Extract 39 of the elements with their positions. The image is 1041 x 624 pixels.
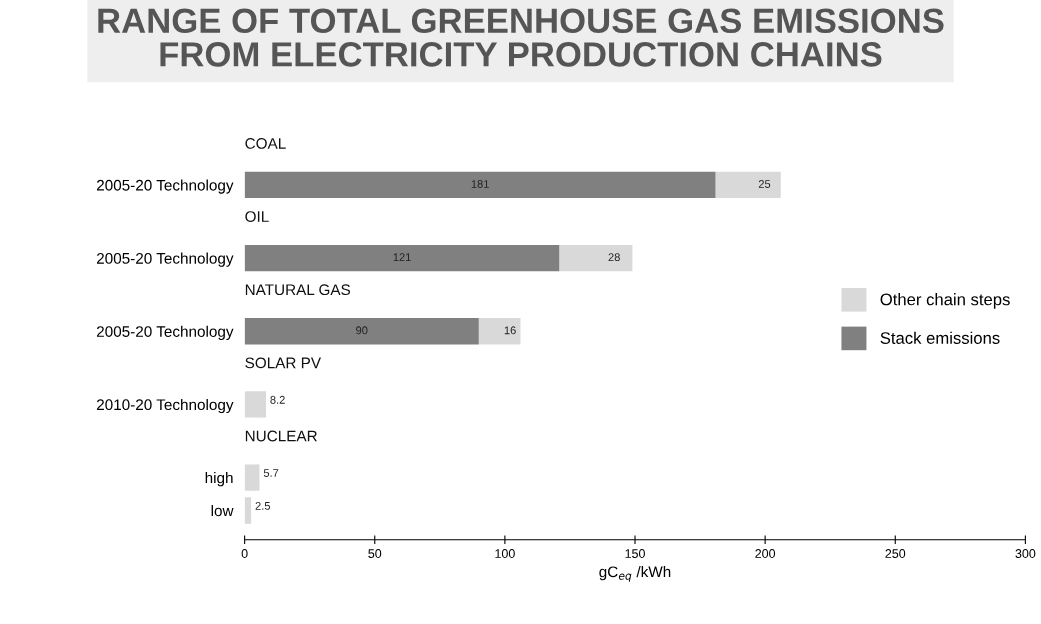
bar (559, 244, 633, 272)
y-tick-label: 2005-20 Technology (96, 179, 234, 194)
data-label: 25 (758, 180, 771, 188)
data-label: 28 (608, 253, 620, 262)
y-tick-label: 2010-20 Technology (96, 398, 234, 414)
y-tick-label: 2005-20 Technology (96, 325, 234, 340)
x-tick-label: 150 (625, 549, 645, 558)
data-label: 181 (471, 180, 489, 188)
x-tick-label: 200 (755, 549, 776, 558)
bar (244, 171, 716, 199)
legend-label: Other chain steps (880, 293, 1010, 309)
text: COAL (245, 137, 286, 149)
annotation: NUCLEAR (245, 430, 317, 442)
bar (478, 318, 521, 345)
annotation: NATURAL GAS (245, 284, 351, 296)
annotation: SOLAR PV (245, 357, 321, 369)
data-label: 121 (393, 253, 411, 261)
data-label: 2.5 (255, 501, 271, 510)
y-tick-label: high (205, 472, 233, 487)
chart-title: RANGE OF TOTAL GREENHOUSE GAS EMISSIONS FROM ELECTRICITY PRODUCTION CHAINS (98, 8, 944, 67)
bar (244, 464, 260, 491)
x-tick-label: 100 (495, 549, 515, 558)
x-tick-label: 250 (885, 549, 906, 558)
legend-label: Stack emissions (880, 331, 1000, 344)
data-label: 5.7 (263, 469, 279, 477)
bar (715, 171, 781, 199)
x-tick-label: 300 (1015, 549, 1036, 558)
x-axis-title: gC$_{eq}$ /kWh (599, 566, 671, 582)
data-label: 8.2 (270, 395, 285, 404)
bar (244, 391, 266, 418)
bar (244, 244, 560, 272)
annotation: OIL (245, 211, 269, 222)
y-tick-label: low (211, 504, 234, 517)
x-tick-label: 50 (368, 549, 382, 558)
x-tick-label: 0 (241, 549, 248, 558)
data-label: 90 (356, 326, 368, 335)
y-tick-label: 2005-20 Technology (96, 252, 234, 267)
bar (244, 318, 479, 345)
data-label: 16 (504, 326, 516, 335)
